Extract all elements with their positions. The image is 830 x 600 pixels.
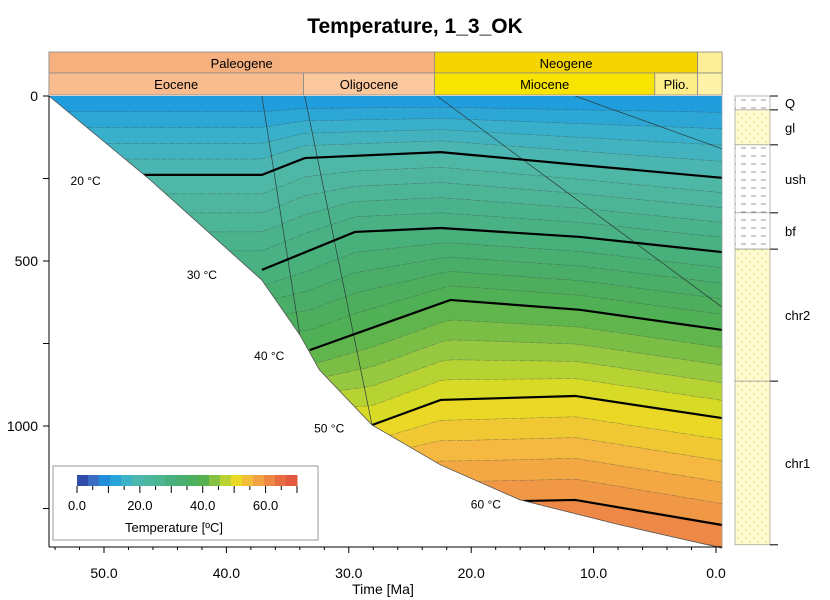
colorbar-swatch — [198, 475, 210, 486]
horizon-line — [48, 106, 723, 113]
lithology-column: Qgl ush bf chr2 chr1 — [734, 95, 810, 546]
x-tick-label: 40.0 — [213, 565, 240, 581]
axes: 50.0 40.0 30.0 20.0 10.0 0.0 0 500 1000 — [7, 88, 726, 581]
epoch-label: Plio. — [664, 77, 689, 92]
lithology-label: chr1 — [785, 456, 810, 471]
lithology-label: gl — [785, 120, 795, 135]
x-tick-label: 0.0 — [706, 565, 726, 581]
basement-line — [48, 95, 723, 549]
x-tick-label: 10.0 — [580, 565, 607, 581]
colorbar-tick-label: 20.0 — [127, 498, 152, 513]
colorbar-swatch — [132, 475, 144, 486]
lithology-pattern — [735, 96, 770, 110]
colorbar-swatch — [220, 475, 232, 486]
y-tick-label: 0 — [30, 88, 38, 104]
lithology-label: chr2 — [785, 308, 810, 323]
lithology-pattern — [735, 249, 770, 382]
pinchout-line — [304, 96, 373, 426]
isotherm-20 — [119, 150, 723, 179]
colorbar-legend: 0.0 20.0 40.0 60.0 Temperature [ºC] — [52, 465, 319, 541]
lithology-label: ush — [785, 172, 806, 187]
colorbar-swatch — [286, 475, 298, 486]
colorbar-swatch — [165, 475, 177, 486]
lithology-pattern — [735, 212, 770, 250]
lithology-pattern — [735, 109, 770, 145]
epoch-label: Miocene — [520, 77, 569, 92]
period-label: Neogene — [540, 56, 593, 71]
pinchout-line — [575, 96, 723, 150]
pinchout-line — [436, 96, 723, 308]
x-tick-label: 30.0 — [335, 565, 362, 581]
colorbar-swatch — [275, 475, 287, 486]
isotherm-label: 60 °C — [471, 498, 501, 512]
colorbar-tick-label: 60.0 — [253, 498, 278, 513]
horizon-line — [48, 182, 723, 214]
chart-title: Temperature, 1_3_OK — [307, 15, 523, 38]
colorbar-tick-label: 40.0 — [190, 498, 215, 513]
colorbar-swatch — [77, 475, 89, 486]
isotherm-50 — [371, 394, 723, 427]
isotherm-30 — [261, 226, 723, 271]
isotherm-labels: 20 °C 30 °C 40 °C 50 °C 60 °C — [71, 174, 502, 511]
colorbar-swatch — [253, 475, 265, 486]
epoch-quaternary — [697, 72, 723, 96]
epoch-label: Eocene — [154, 77, 198, 92]
colorbar-swatch — [99, 475, 111, 486]
lithology-pattern — [735, 381, 770, 545]
lithology-label: Q — [785, 96, 795, 111]
colorbar-swatch — [88, 475, 100, 486]
x-tick-label: 50.0 — [90, 565, 117, 581]
colorbar-swatch — [154, 475, 166, 486]
horizon-line — [48, 140, 723, 162]
lithology-pattern — [735, 144, 770, 213]
colorbar-swatch — [110, 475, 122, 486]
colorbar-swatch — [176, 475, 188, 486]
isotherm-label: 30 °C — [187, 268, 217, 282]
pinchout-line — [261, 96, 301, 335]
y-tick-label: 1000 — [7, 418, 38, 434]
y-tick-label: 500 — [15, 253, 39, 269]
isotherm-40 — [309, 298, 723, 352]
x-axis-label: Time [Ma] — [352, 581, 414, 597]
isotherm-label: 40 °C — [254, 349, 284, 363]
colorbar-swatch — [187, 475, 199, 486]
colorbar-swatch — [264, 475, 276, 486]
x-tick-label: 20.0 — [458, 565, 485, 581]
colorbar-swatch — [231, 475, 243, 486]
colorbar-swatch — [209, 475, 221, 486]
period-quaternary — [697, 51, 723, 74]
colorbar-swatch — [121, 475, 133, 486]
colorbar-label: Temperature [ºC] — [125, 520, 223, 535]
colorbar-swatch — [242, 475, 254, 486]
horizon-line — [48, 437, 723, 462]
colorbar-swatch — [143, 475, 155, 486]
horizon-line — [48, 118, 723, 129]
period-label: Paleogene — [211, 56, 273, 71]
isotherm-label: 50 °C — [314, 422, 344, 436]
lithology-label: bf — [785, 224, 796, 239]
epoch-label: Oligocene — [340, 77, 399, 92]
isotherm-label: 20 °C — [71, 174, 101, 188]
colorbar-tick-label: 0.0 — [68, 498, 86, 513]
horizon-line — [48, 129, 723, 146]
geologic-timescale: Paleogene Neogene Eocene Oligocene Miocene Pl… — [48, 51, 723, 96]
